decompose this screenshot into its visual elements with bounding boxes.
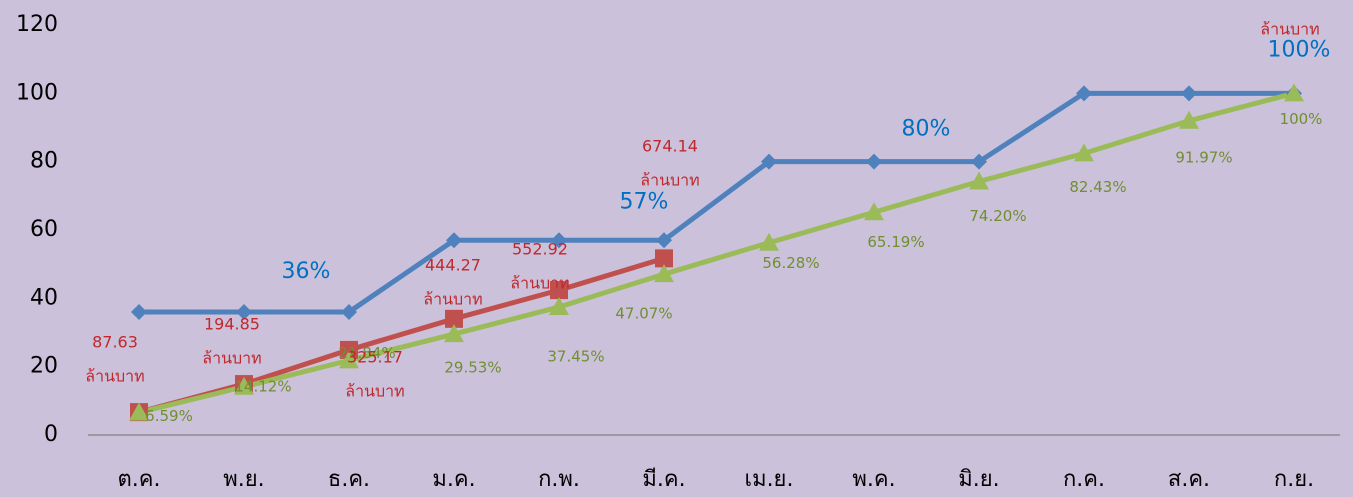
x-tick-label: ก.ค. [1063,467,1105,492]
marker [864,202,884,221]
marker [1284,83,1304,102]
marker [340,340,358,359]
marker [1074,143,1094,162]
annotation: 194.85 [204,315,260,334]
series-line [138,90,1295,415]
data-label: 57% [620,189,669,214]
marker [234,376,254,395]
annotation: ล้านบาท [1260,20,1319,39]
annotation: ล้านบาท [202,349,261,368]
annotation: 674.14 [642,137,698,156]
marker [236,304,252,320]
data-label: 6.59% [145,407,193,425]
marker [761,153,777,170]
data-label: 82.43% [1069,178,1126,196]
marker [446,232,462,249]
data-label: 29.53% [444,359,501,377]
marker [549,297,569,316]
data-label: 36% [282,259,331,284]
x-tick-label: ก.พ. [538,467,580,492]
x-tick-label: ต.ค. [118,467,161,492]
series-line [139,90,1294,315]
y-tick-label: 120 [16,12,58,37]
x-tick-label: ธ.ค. [328,467,370,492]
annotation: ล้านบาท [345,382,404,401]
y-tick-label: 100 [16,80,58,105]
annotation: ล้านบาท [510,274,569,293]
marker [445,309,463,328]
marker [1181,85,1197,102]
y-tick-label: 60 [30,217,58,242]
marker [339,350,359,369]
marker [550,281,568,300]
data-label: 21.84% [338,344,395,362]
annotation: 552.92 [512,240,568,259]
marker [129,402,149,421]
data-label: 65.19% [867,233,924,251]
annotation: 325.17 [347,348,403,367]
x-tick-label: ม.ค. [432,467,475,492]
marker [969,171,989,190]
marker [131,304,147,320]
marker [444,324,464,343]
x-tick-label: ส.ค. [1168,467,1210,492]
data-label: 91.97% [1175,148,1232,166]
data-label: 74.20% [969,207,1026,225]
data-label: 100% [1268,37,1331,62]
annotation: ล้านบาท [85,367,144,386]
y-tick-label: 40 [30,285,58,310]
annotation: 444.27 [425,256,481,275]
marker [971,153,987,170]
marker [655,249,673,268]
data-label: 14.12% [234,377,291,395]
marker [1076,85,1092,102]
annotation: 87.63 [92,333,138,352]
data-label: 100% [1280,110,1323,128]
marker [866,153,882,170]
marker [759,232,779,251]
x-tick-label: เม.ย. [745,467,794,492]
data-label: 47.07% [615,305,672,323]
x-tick-label: ก.ย. [1274,467,1314,492]
marker [1179,110,1199,129]
marker [654,264,674,283]
x-tick-label: พ.ค. [852,467,895,492]
x-tick-label: มี.ค. [642,467,685,492]
data-label: 56.28% [762,254,819,272]
marker [656,232,672,249]
annotation: ล้านบาท [423,290,482,309]
x-tick-label: พ.ย. [223,467,264,492]
annotation: ล้านบาท [640,171,699,190]
y-tick-label: 20 [30,354,58,379]
data-label: 80% [902,117,951,142]
y-tick-label: 0 [44,422,58,447]
marker [341,304,357,320]
data-label: 37.45% [547,348,604,366]
x-tick-label: มิ.ย. [958,467,999,492]
y-tick-label: 80 [30,149,58,174]
marker [551,232,567,249]
